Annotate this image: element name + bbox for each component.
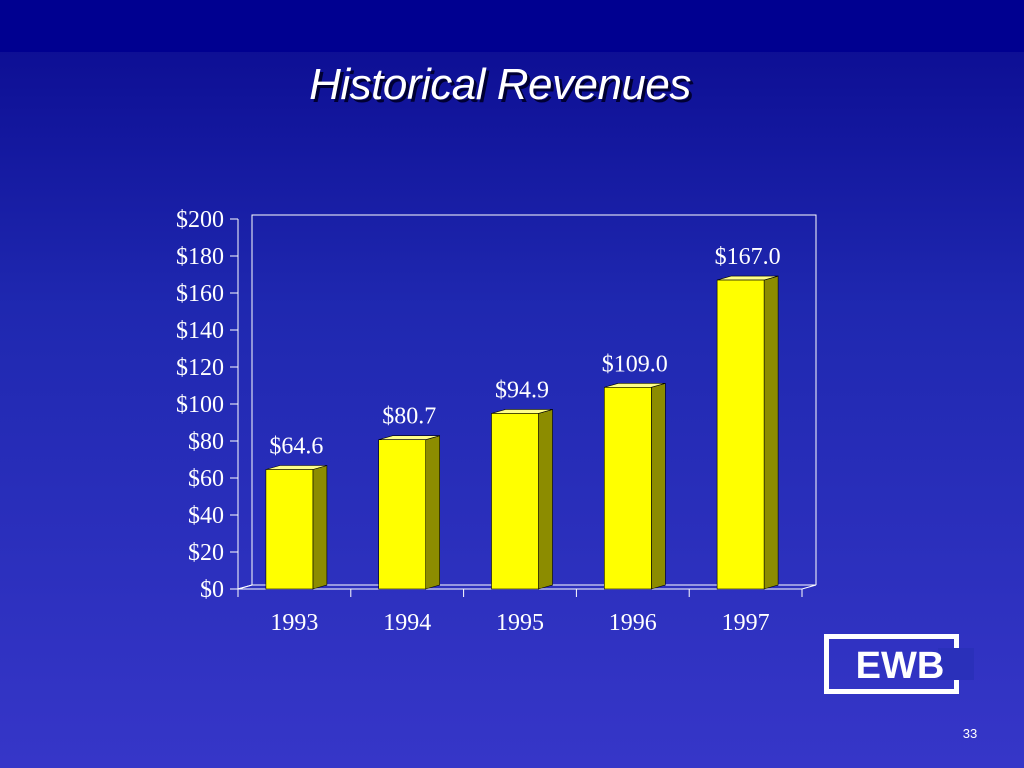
y-tick-label: $60	[188, 466, 224, 492]
bar	[716, 279, 765, 590]
x-tick-label: 1997	[722, 610, 770, 636]
y-tick-label: $80	[188, 429, 224, 455]
bar-data-label: $94.9	[495, 377, 549, 403]
page-number: 33	[962, 726, 978, 741]
bar	[265, 469, 314, 590]
y-tick-label: $180	[176, 244, 224, 270]
x-tick-label: 1993	[270, 610, 318, 636]
bar-data-label: $80.7	[382, 404, 436, 430]
logo-text: EWB	[856, 645, 945, 687]
bar-data-label: $109.0	[602, 351, 668, 377]
bar-side	[763, 275, 779, 590]
y-tick-label: $0	[200, 577, 224, 603]
y-tick-label: $100	[176, 392, 224, 418]
bar	[603, 387, 652, 590]
bar-data-label: $64.6	[269, 433, 323, 459]
y-tick-label: $160	[176, 281, 224, 307]
y-tick-label: $120	[176, 355, 224, 381]
bar	[378, 439, 427, 590]
bar	[491, 413, 539, 590]
slide-title: Historical Revenues	[309, 60, 691, 109]
x-tick-label: 1996	[609, 610, 657, 636]
bar-side	[650, 382, 666, 590]
y-tick-label: $200	[176, 207, 224, 233]
bar-side	[425, 435, 441, 590]
x-tick-label: 1995	[496, 610, 544, 636]
y-tick-label: $20	[188, 540, 224, 566]
bar-side	[538, 409, 553, 590]
top-band	[0, 0, 1024, 52]
bar-data-label: $167.0	[715, 244, 781, 270]
x-tick-label: 1994	[383, 610, 431, 636]
bar-side	[312, 465, 328, 590]
ewb-logo: EWB	[824, 634, 974, 694]
y-tick-label: $140	[176, 318, 224, 344]
y-tick-label: $40	[188, 503, 224, 529]
